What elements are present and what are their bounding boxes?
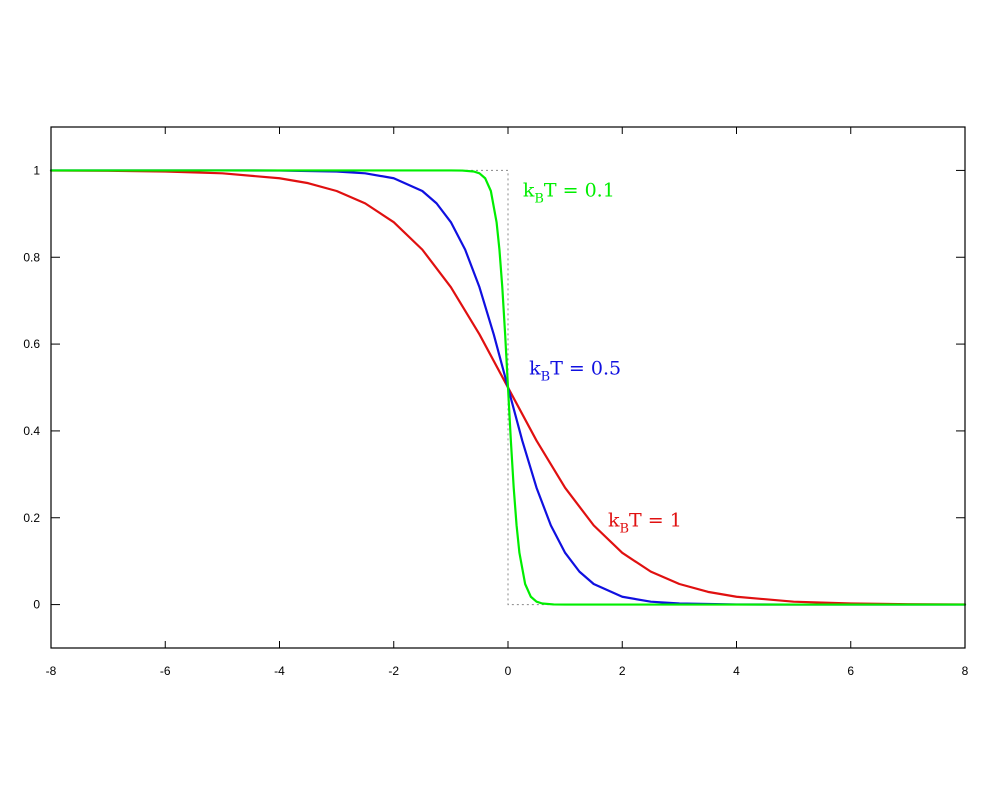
series-label-kt1: kBT = 1 [608, 509, 682, 536]
plot-frame [50, 126, 966, 649]
x-tick-label: 2 [619, 664, 626, 678]
x-tick-label: -4 [274, 664, 285, 678]
series-labels-layer: kBT = 0.1 kBT = 0.5 kBT = 1 [523, 179, 682, 536]
x-tick-label: 6 [847, 664, 854, 678]
x-tick-label: 0 [505, 664, 512, 678]
series-layer [49, 169, 967, 606]
series-label-kt01: kBT = 0.1 [523, 179, 615, 206]
y-tick-label: 0.4 [23, 424, 40, 438]
series-line-kt01 [49, 169, 967, 606]
y-tick-label: 0 [33, 598, 40, 612]
tick-labels-layer: -8 -6 -4 -2 0 2 4 6 8 0 0.2 0.4 0.6 0.8 1 [23, 163, 968, 678]
y-tick-label: 0.2 [23, 511, 40, 525]
x-tick-label: -8 [46, 664, 57, 678]
x-tick-label: -2 [388, 664, 399, 678]
x-tick-label: -6 [160, 664, 171, 678]
x-tick-label: 8 [962, 664, 969, 678]
y-tick-label: 0.6 [23, 337, 40, 351]
x-tick-label: 4 [733, 664, 740, 678]
series-label-kt05: kBT = 0.5 [529, 357, 621, 384]
y-tick-label: 0.8 [23, 250, 40, 264]
y-tick-label: 1 [33, 163, 40, 177]
